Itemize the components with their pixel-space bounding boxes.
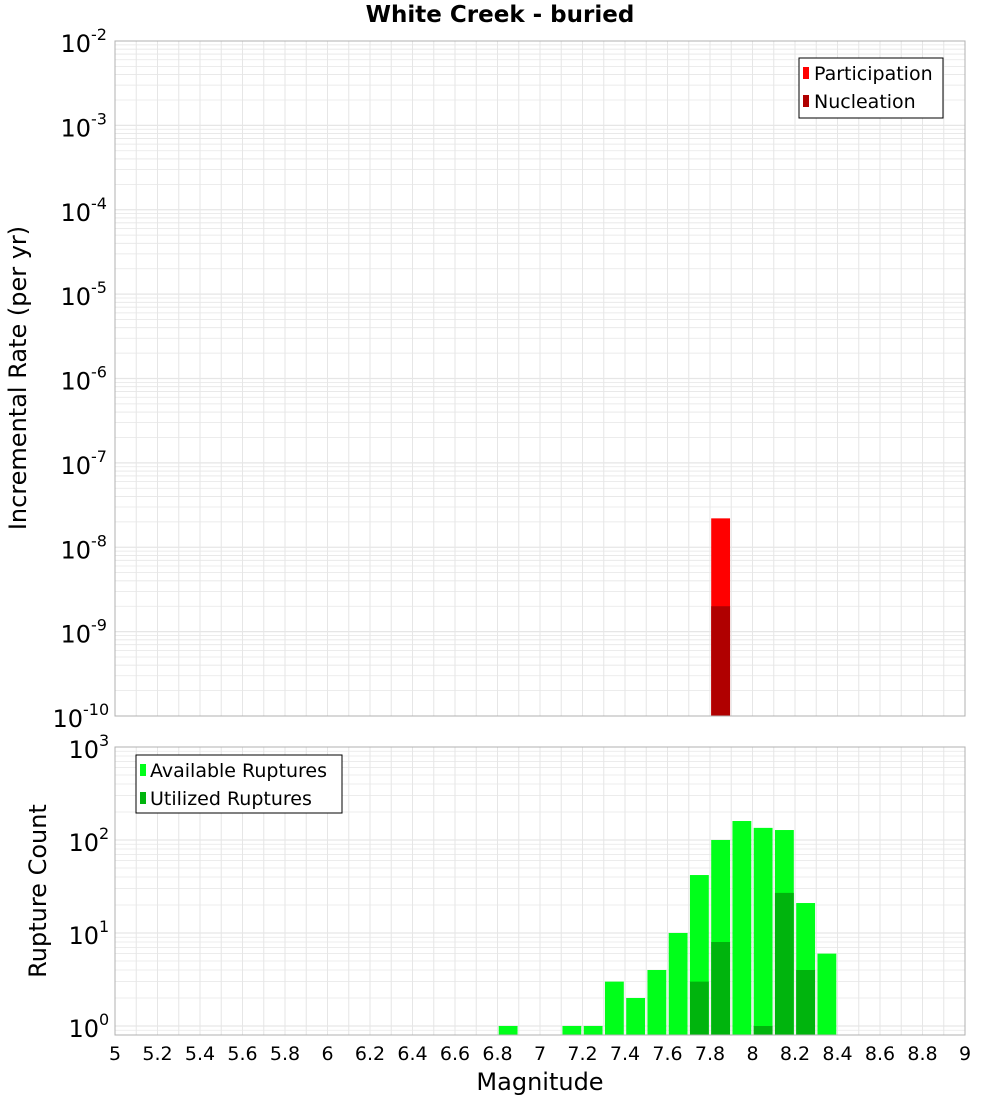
available-bar [817,953,837,1035]
x-tick-label: 6.4 [397,1043,427,1065]
rate-y-tick-exponent: -8 [91,531,107,550]
x-tick-label: 5 [109,1043,121,1065]
rate-legend-box [798,57,944,119]
count-legend: Available Ruptures Utilized Ruptures [135,754,343,814]
available-legend-label: Available Ruptures [150,760,327,782]
utilized-bar [796,969,816,1035]
count-y-tick-label: 10 [68,922,99,950]
rate-y-tick-exponent: -9 [91,616,107,635]
x-tick-label: 5.4 [185,1043,215,1065]
x-axis-label: Magnitude [476,1068,603,1096]
rate-y-tick-label: 10 [60,30,91,58]
x-tick-label: 9 [959,1043,971,1065]
rate-y-tick-exponent: -2 [91,25,107,44]
available-swatch [140,764,146,776]
available-bar [647,969,667,1035]
rate-bars [711,518,731,716]
x-tick-label: 6.6 [440,1043,470,1065]
rate-y-tick-exponent: -10 [83,700,109,719]
count-bars [498,821,837,1035]
rate-y-tick-exponent: -3 [91,109,107,128]
count-y-tick-label: 10 [68,736,99,764]
x-tick-label: 7.4 [610,1043,640,1065]
count-y-tick-exponent: 2 [99,824,109,843]
x-tick-label: 8.6 [865,1043,895,1065]
x-tick-label: 8.2 [780,1043,810,1065]
nucleation-bar [711,606,731,716]
rate-plot-frame [114,40,966,717]
nucleation-legend-label: Nucleation [814,91,916,113]
available-bar [498,1025,518,1035]
rate-y-tick-exponent: -4 [91,194,107,213]
participation-legend-label: Participation [814,63,933,85]
utilized-bar [774,892,794,1035]
available-bar [753,827,773,1035]
count-y-tick-label: 10 [68,829,99,857]
available-bar [626,997,646,1035]
nucleation-swatch [803,95,809,107]
available-bar [604,981,624,1035]
count-legend-box [135,754,343,814]
x-tick-label: 8.4 [822,1043,852,1065]
x-tick-label: 6.8 [482,1043,512,1065]
rate-y-tick-label: 10 [60,283,91,311]
available-bar [583,1025,603,1035]
x-tick-label: 6.2 [355,1043,385,1065]
rate-y-tick-exponent: -6 [91,363,107,382]
count-y-axis-label: Rupture Count [24,804,52,978]
x-tick-label: 7.8 [695,1043,725,1065]
x-tick-label: 7.6 [652,1043,682,1065]
rate-y-tick-exponent: -7 [91,447,107,466]
count-plot-frame [114,746,966,1036]
rate-gridlines [115,41,965,716]
rate-y-tick-label: 10 [60,621,91,649]
x-tick-label: 5.6 [227,1043,257,1065]
utilized-bar [711,942,731,1035]
participation-swatch [803,67,809,79]
x-tick-label: 8.8 [907,1043,937,1065]
rate-y-tick-label: 10 [52,705,83,733]
x-tick-label: 5.2 [142,1043,172,1065]
available-bar [562,1025,582,1035]
utilized-legend-label: Utilized Ruptures [150,788,312,810]
x-axis-ticks: 5 5.2 5.4 5.6 5.8 6 6.2 6.4 6.6 6.8 7 7.2 7.4 7.6 7.8 8… [109,1043,971,1065]
x-tick-label: 7.2 [567,1043,597,1065]
rate-legend: Participation Nucleation [798,57,944,119]
rate-y-axis-label: Incremental Rate (per yr) [4,226,32,530]
count-y-tick-exponent: 3 [99,731,109,750]
count-y-tick-exponent: 0 [99,1010,109,1029]
count-y-tick-label: 10 [68,1015,99,1043]
rate-y-tick-label: 10 [60,452,91,480]
count-y-tick-exponent: 1 [99,917,109,936]
rate-y-tick-exponent: -5 [91,278,107,297]
utilized-swatch [140,792,146,804]
utilized-bar [689,981,709,1035]
available-bar [668,932,688,1035]
x-tick-label: 5.8 [270,1043,300,1065]
rate-y-tick-label: 10 [60,199,91,227]
available-bar [732,821,752,1035]
rate-y-tick-label: 10 [60,536,91,564]
chart-title: White Creek - buried [366,2,635,28]
rate-y-tick-label: 10 [60,114,91,142]
x-tick-label: 7 [534,1043,546,1065]
rate-y-tick-label: 10 [60,368,91,396]
utilized-bar [753,1025,773,1035]
x-tick-label: 8 [746,1043,758,1065]
x-tick-label: 6 [321,1043,333,1065]
